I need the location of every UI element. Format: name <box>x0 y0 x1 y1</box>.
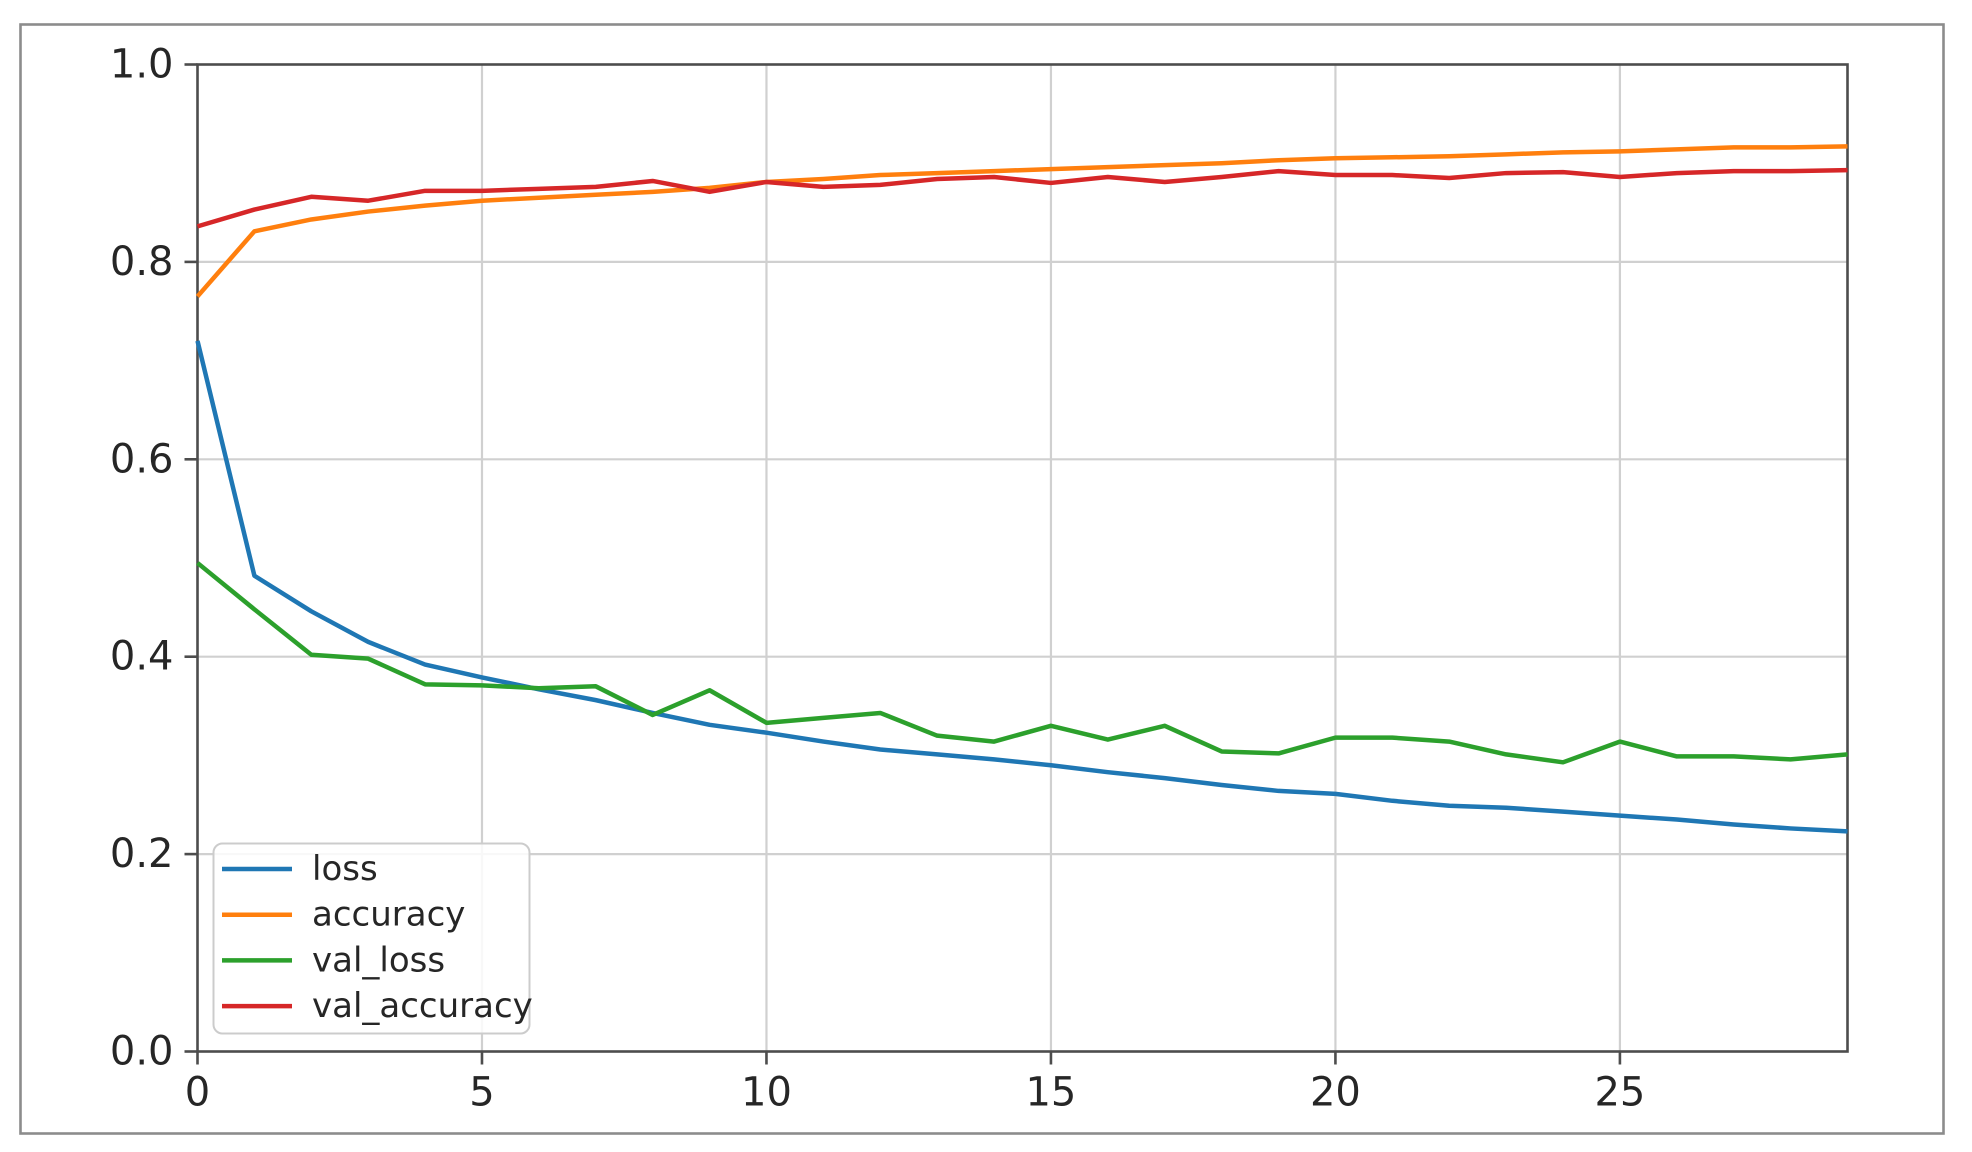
y-tick-label-0.0: 0.0 <box>110 1029 174 1075</box>
x-tick-label-10: 10 <box>741 1070 792 1116</box>
y-tick-label-0.6: 0.6 <box>110 436 174 482</box>
x-tick-label-20: 20 <box>1310 1070 1361 1116</box>
legend-label-accuracy: accuracy <box>312 895 465 935</box>
legend-label-val_accuracy: val_accuracy <box>312 986 533 1026</box>
x-tick-label-5: 5 <box>469 1070 494 1116</box>
axes-border <box>196 63 1849 1053</box>
legend-box <box>212 842 531 1035</box>
x-tick-label-0: 0 <box>185 1070 210 1116</box>
x-tick-label-25: 25 <box>1594 1070 1645 1116</box>
series-line-loss <box>195 340 1848 834</box>
series-line-accuracy <box>195 144 1848 298</box>
y-tick-label-1.0: 1.0 <box>110 42 174 88</box>
series-line-val_loss <box>196 561 1848 765</box>
legend-label-loss: loss <box>312 849 378 889</box>
x-tick-label-15: 15 <box>1025 1070 1076 1116</box>
series-line-val_accuracy <box>196 167 1848 229</box>
y-tick-label-0.8: 0.8 <box>110 239 174 285</box>
legend-label-val_loss: val_loss <box>312 940 445 980</box>
figure-border <box>19 23 1945 1135</box>
y-tick-label-0.4: 0.4 <box>110 634 174 680</box>
y-tick-label-0.2: 0.2 <box>110 831 174 877</box>
